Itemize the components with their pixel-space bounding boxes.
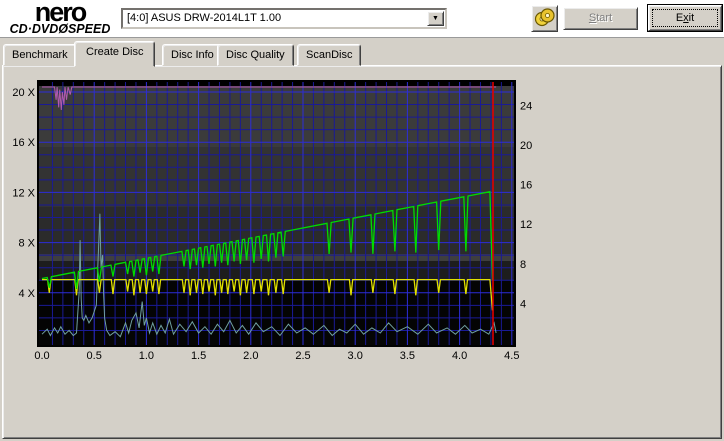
logo-nero-text: nero bbox=[34, 0, 88, 27]
disc-eject-button[interactable] bbox=[531, 5, 558, 32]
svg-text:8 X: 8 X bbox=[18, 238, 35, 250]
svg-text:20 X: 20 X bbox=[12, 87, 35, 99]
svg-text:1.0: 1.0 bbox=[139, 350, 154, 362]
svg-text:16: 16 bbox=[520, 180, 532, 192]
svg-text:20: 20 bbox=[520, 140, 532, 152]
focus-rectangle bbox=[652, 9, 718, 27]
svg-text:4 X: 4 X bbox=[18, 288, 35, 300]
tab-create-disc[interactable]: Create Disc bbox=[74, 41, 156, 67]
disc-icon bbox=[534, 8, 555, 27]
svg-text:0.0: 0.0 bbox=[34, 350, 49, 362]
logo-cdspeed-text: CD·DVDØSPEED bbox=[9, 22, 111, 36]
svg-text:1.5: 1.5 bbox=[191, 350, 206, 362]
svg-text:12: 12 bbox=[520, 219, 532, 231]
svg-text:4.5: 4.5 bbox=[504, 350, 519, 362]
drive-select-value: [4:0] ASUS DRW-2014L1T 1.00 bbox=[127, 12, 282, 24]
svg-text:3.5: 3.5 bbox=[400, 350, 415, 362]
svg-text:8: 8 bbox=[520, 259, 526, 271]
svg-text:2.5: 2.5 bbox=[295, 350, 310, 362]
nero-logo: nero CD·DVDØSPEED bbox=[4, 0, 116, 36]
toolbar: nero CD·DVDØSPEED [4:0] ASUS DRW-2014L1T… bbox=[0, 0, 724, 38]
tab-disc-quality[interactable]: Disc Quality bbox=[217, 44, 294, 66]
start-button[interactable]: Start bbox=[563, 7, 638, 30]
svg-text:16 X: 16 X bbox=[12, 137, 35, 149]
svg-text:3.0: 3.0 bbox=[348, 350, 363, 362]
svg-text:24: 24 bbox=[520, 100, 532, 112]
svg-text:12 X: 12 X bbox=[12, 187, 35, 199]
drive-select-dropdown-arrow[interactable]: ▼ bbox=[427, 11, 444, 26]
tab-benchmark[interactable]: Benchmark bbox=[3, 44, 77, 66]
exit-button[interactable]: Exit bbox=[647, 4, 723, 32]
svg-text:2.0: 2.0 bbox=[243, 350, 258, 362]
speed-chart-svg: 4 X 8 X 12 X 16 X 20 X 4 8 12 16 20 24 0.0 0.5 1.0 1.5… bbox=[12, 80, 532, 362]
svg-text:4: 4 bbox=[520, 298, 526, 310]
drive-select-combobox[interactable]: [4:0] ASUS DRW-2014L1T 1.00 ▼ bbox=[121, 8, 447, 29]
speed-chart: 4 X 8 X 12 X 16 X 20 X 4 8 12 16 20 24 0.0 0.5 1.0 1.5… bbox=[2, 77, 534, 365]
tab-scandisc[interactable]: ScanDisc bbox=[297, 44, 362, 66]
svg-text:0.5: 0.5 bbox=[87, 350, 102, 362]
tab-disc-info[interactable]: Disc Info bbox=[162, 44, 223, 66]
svg-text:4.0: 4.0 bbox=[452, 350, 467, 362]
